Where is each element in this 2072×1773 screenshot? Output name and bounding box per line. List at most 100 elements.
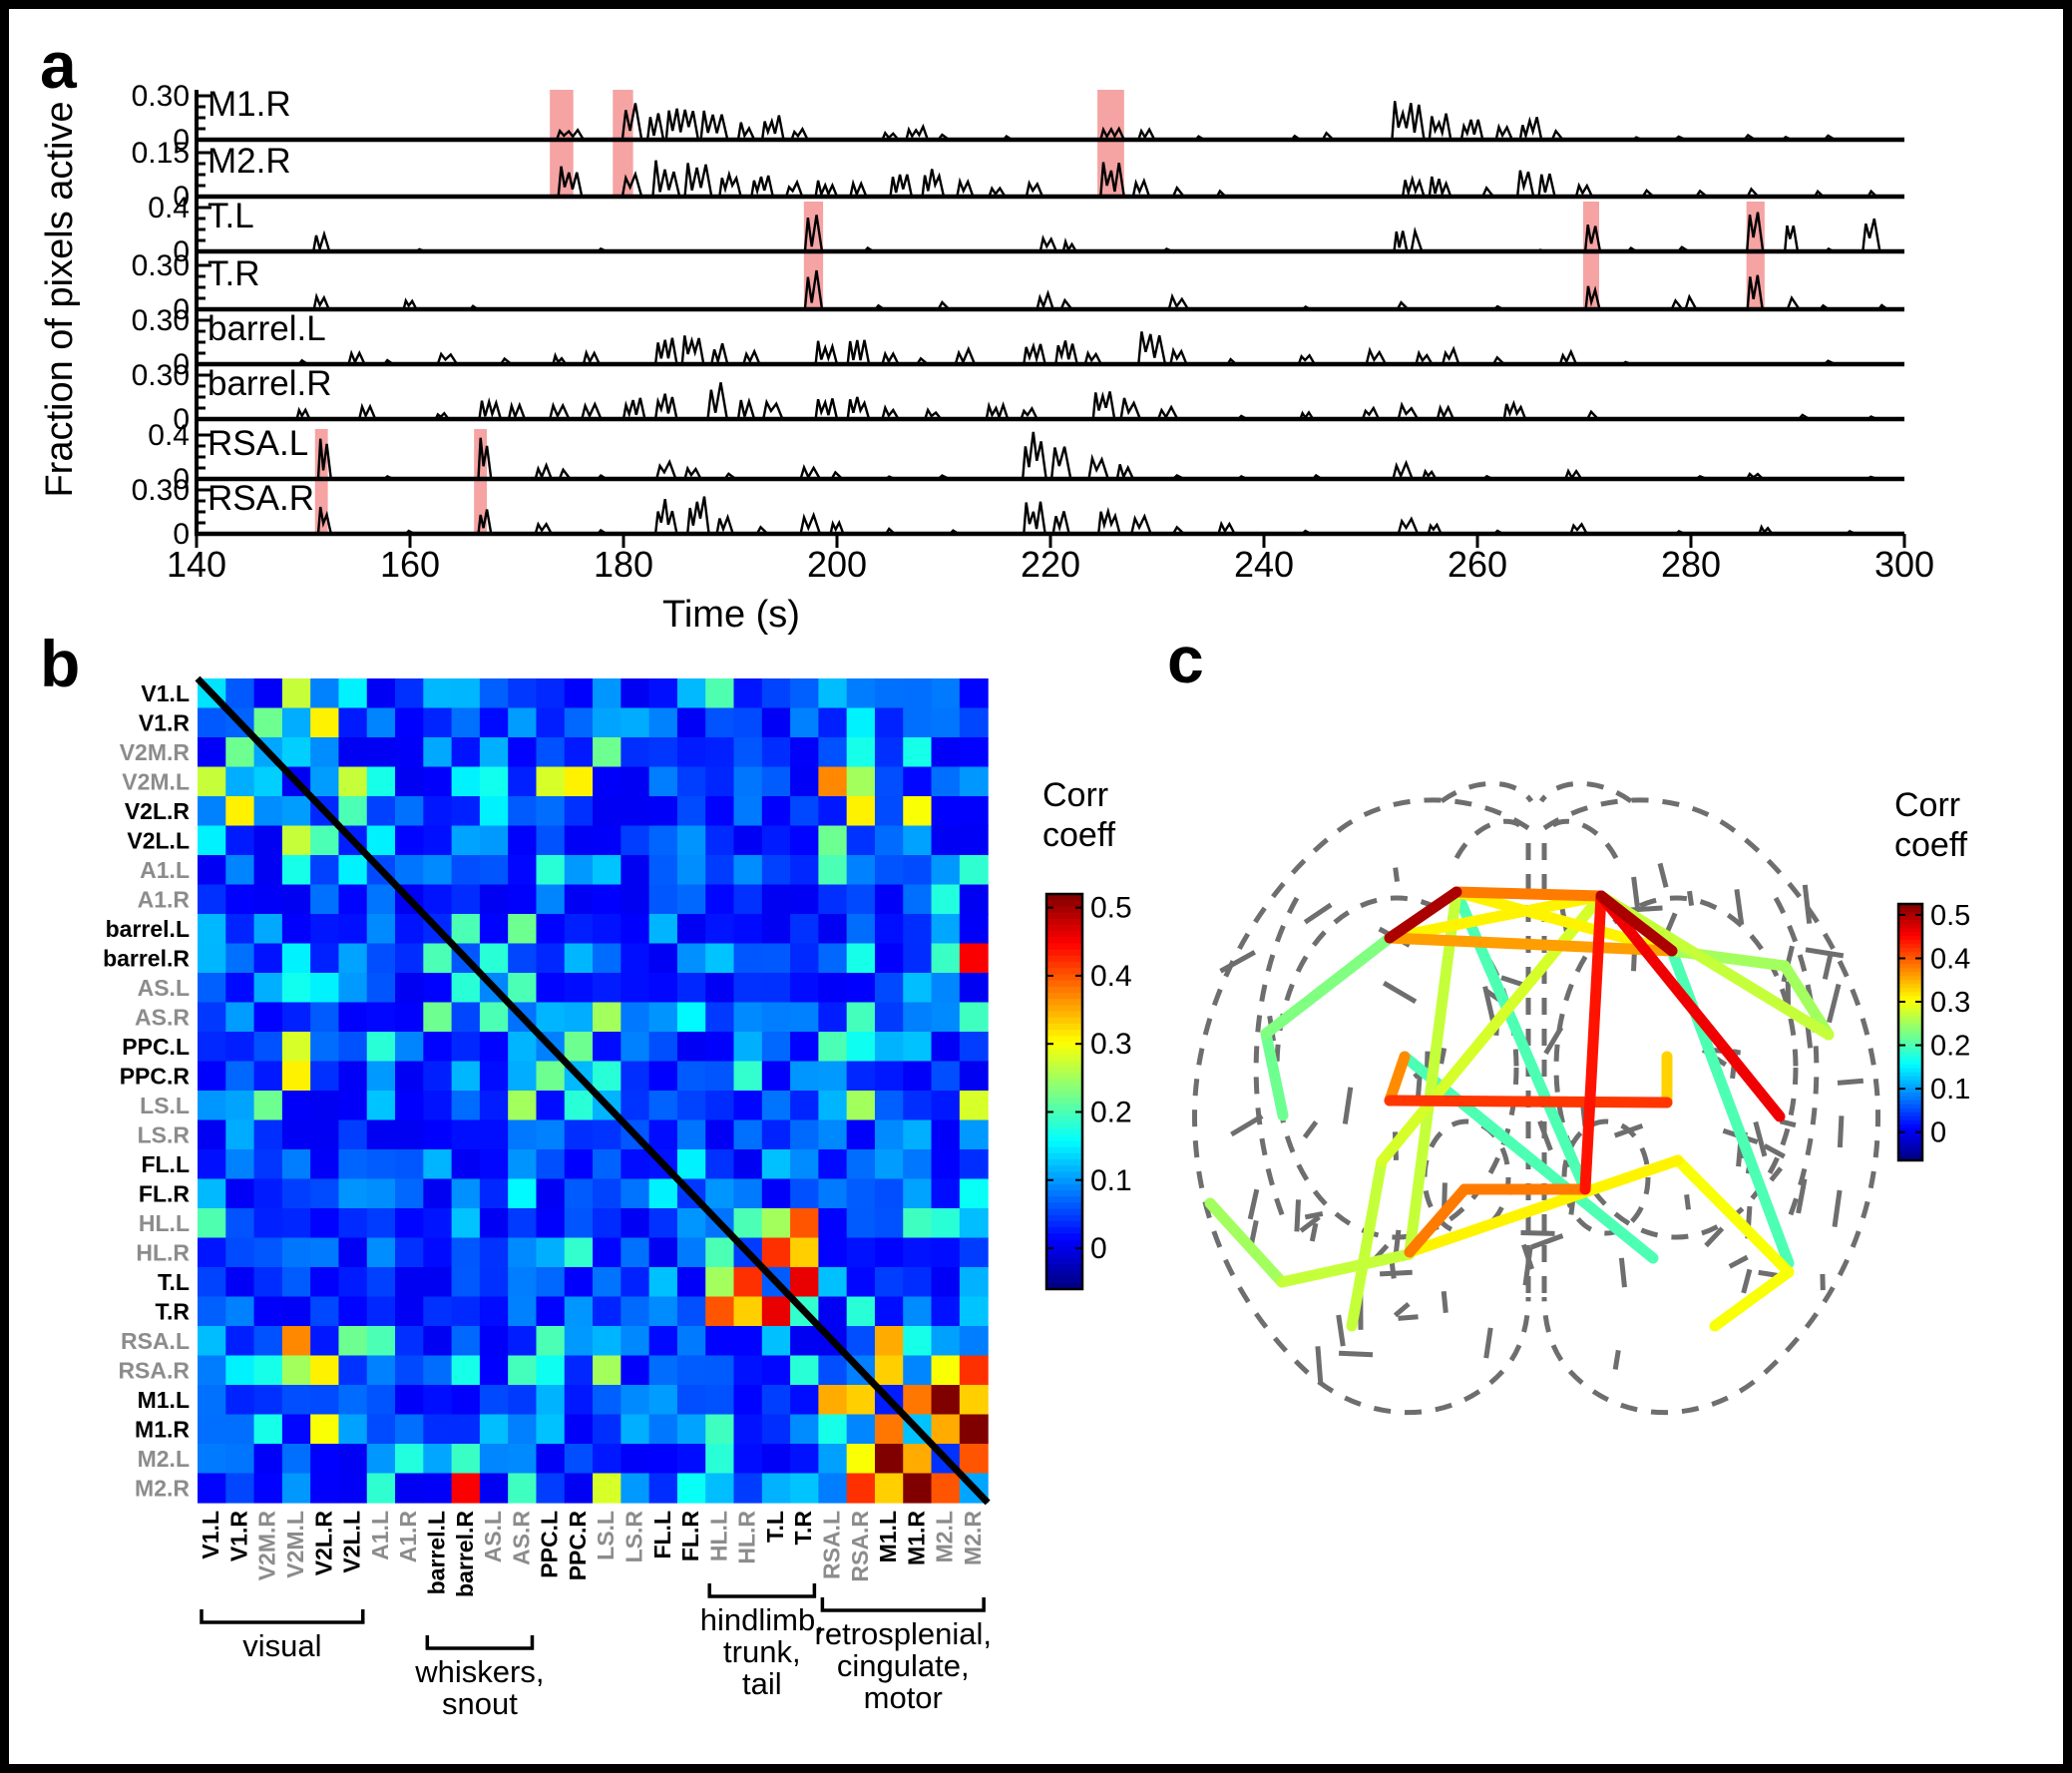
matrix-cell [676,766,706,797]
matrix-cell [818,1444,848,1475]
matrix-row-label: RSA.R [118,1357,190,1383]
colorbar-step [1046,1067,1082,1075]
matrix-cell [790,1385,819,1416]
matrix-row-label: V1.L [141,680,190,706]
matrix-cell [903,766,933,797]
matrix-cell [479,1385,509,1416]
matrix-cell [676,914,706,945]
matrix-cell [310,1149,340,1180]
trace-T.R [197,269,1904,311]
matrix-row-label: V2L.L [127,827,190,853]
matrix-cell [479,1061,509,1092]
colorbar-step [1046,1023,1082,1031]
matrix-cell [593,1296,622,1327]
matrix-cell [564,796,594,827]
group-bracket [200,1609,365,1624]
matrix-cell [959,737,989,768]
matrix-cell [903,737,933,768]
matrix-cell [310,943,340,974]
colorbar-step [1898,1147,1922,1153]
matrix-cell [423,1237,453,1268]
matrix-cell [790,884,819,915]
matrix-cell [931,1091,961,1121]
colorbar-step [1898,996,1922,1002]
y-tick-label: 0 [173,181,190,214]
matrix-cell [705,1178,735,1209]
group-label: cingulate, [837,1648,970,1683]
matrix-cell [281,1326,311,1357]
matrix-cell [903,1296,933,1327]
matrix-cell [648,914,678,945]
matrix-cell [846,1178,876,1209]
matrix-cell [733,737,763,768]
matrix-cell [874,914,904,945]
matrix-cell [931,1385,961,1416]
matrix-cell [395,737,424,768]
matrix-cell [621,1091,650,1121]
brain-dash [1779,1118,1797,1128]
matrix-col-label: barrel.L [423,1511,449,1594]
matrix-cell [874,1032,904,1063]
matrix-cell [451,707,481,738]
brain-dash [1753,1120,1768,1157]
colorbar-step [1046,1214,1082,1222]
brain-dash [1687,890,1695,906]
colorbar-step [1898,916,1922,921]
matrix-cell [451,1208,481,1239]
matrix-cell [959,1385,989,1416]
matrix-cell [959,707,989,738]
matrix-cell [846,1002,876,1033]
matrix-cell [451,855,481,886]
network-edge [1404,886,1462,1258]
colorbar-step [1898,992,1922,998]
colorbar-step [1046,1233,1082,1241]
matrix-cell [818,1296,848,1327]
matrix-cell [959,1178,989,1209]
matrix-cell [790,1119,819,1150]
matrix-col-label: FL.L [649,1511,675,1559]
matrix-col-label: M2.L [932,1511,958,1562]
matrix-cell [338,1355,368,1386]
matrix-cell [508,1414,538,1445]
colorbar-step [1898,1155,1922,1161]
matrix-cell [705,1326,735,1357]
matrix-row-label: barrel.L [106,916,190,942]
matrix-cell [705,737,735,768]
colorbar-step [1898,1104,1922,1109]
matrix-cell [761,855,791,886]
matrix-cell [676,737,706,768]
matrix-cell [253,973,283,1004]
matrix-cell [225,796,255,827]
colorbar-step [1046,1098,1082,1106]
x-tick-label: 200 [807,544,867,585]
matrix-cell [761,678,791,709]
matrix-cell [903,1326,933,1357]
colorbar-step [1898,980,1922,986]
brain-dash [1832,1189,1843,1227]
x-tick-label: 260 [1448,544,1507,585]
matrix-cell [846,1385,876,1416]
matrix-cell [931,1178,961,1209]
colorbar-step [1046,1270,1082,1278]
matrix-cell [761,1119,791,1150]
brain-outline-path [1773,896,1820,1228]
matrix-cell [423,1473,453,1504]
colorbar-tick-label: 0.3 [1930,987,1970,1019]
trace-M2.R [197,160,1904,199]
matrix-cell [338,1444,368,1475]
colorbar-step [1898,1060,1922,1066]
matrix-cell [508,737,538,768]
network-edge [1384,886,1462,944]
matrix-cell [198,1326,226,1357]
matrix-cell [874,1444,904,1475]
matrix-cell [705,884,735,915]
colorbar-title: Corr [1894,786,1960,824]
matrix-col-label: PPC.L [537,1511,563,1578]
matrix-cell [733,1385,763,1416]
matrix-cell [959,1355,989,1386]
brain-dash [1802,884,1813,924]
matrix-cell [338,1178,368,1209]
panel-a: 0.300M1.R0.150M2.R0.40T.L0.300T.R0.300ba… [39,80,1934,636]
matrix-cell [676,1002,706,1033]
